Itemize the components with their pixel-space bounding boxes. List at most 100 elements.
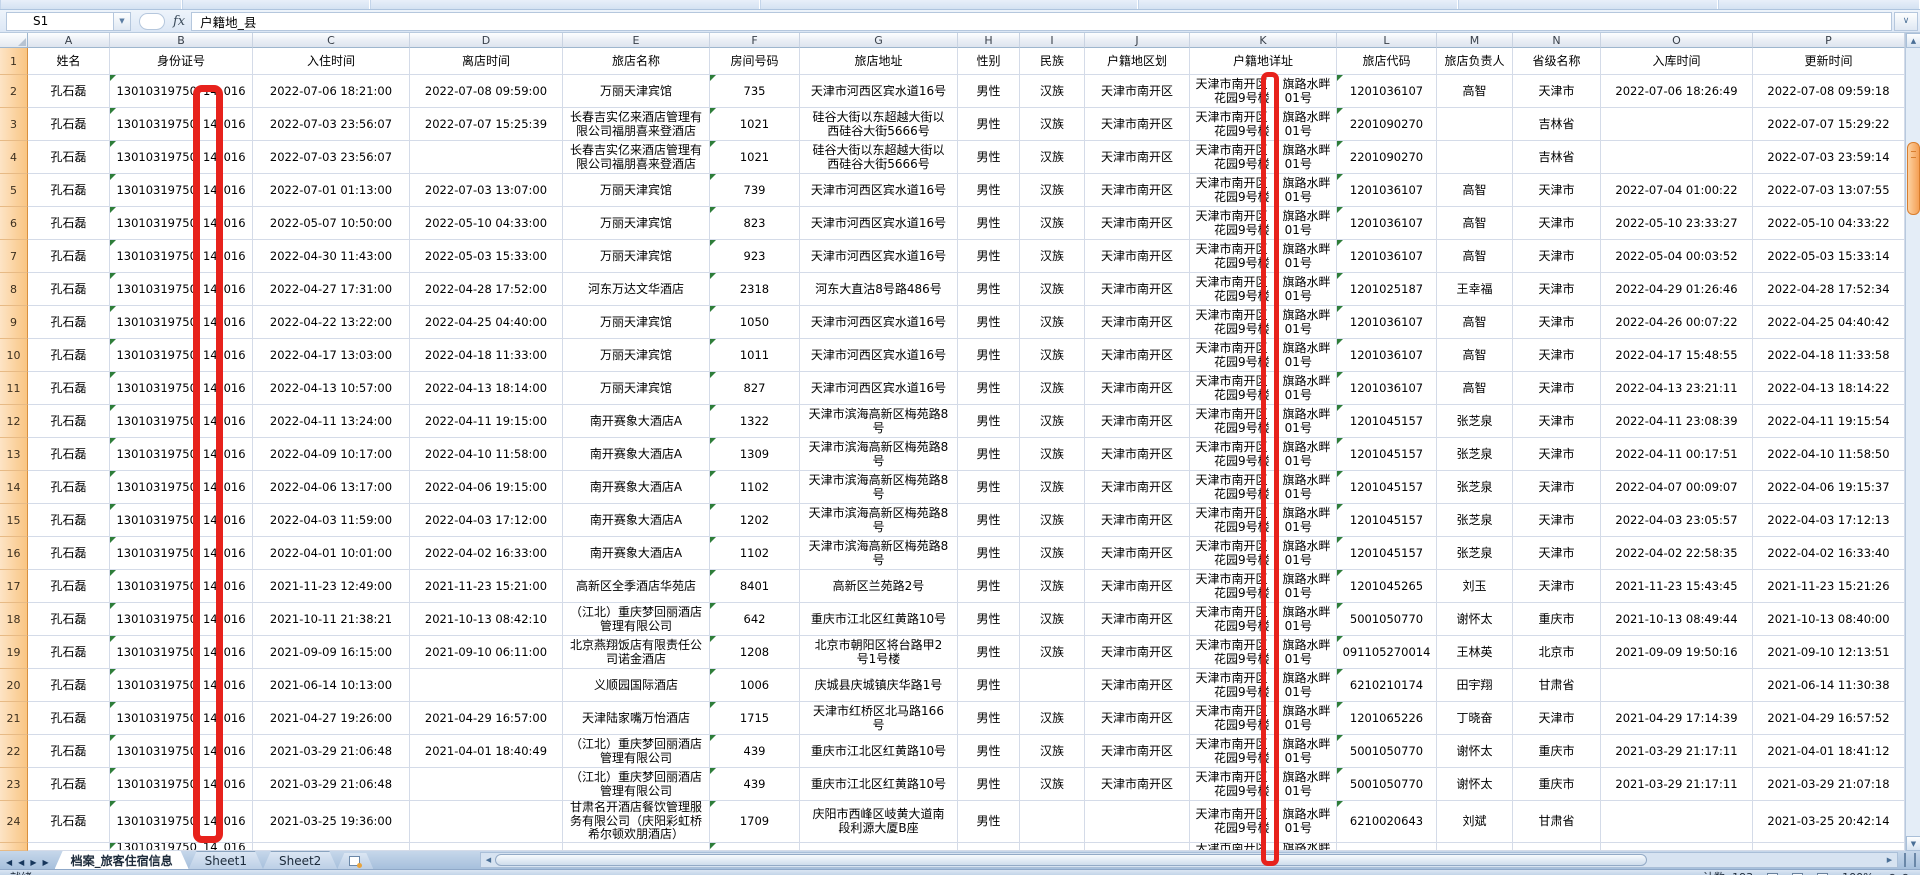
cell-C1[interactable]: 入住时间	[253, 48, 410, 75]
cell-A8[interactable]: 孔石磊	[28, 273, 110, 306]
cell-O3[interactable]	[1601, 108, 1753, 141]
cell-K3[interactable]: 天津市南开区 旗路水畔 花园9号楼 01号	[1190, 108, 1337, 141]
cell-J15[interactable]: 天津市南开区	[1085, 504, 1190, 537]
cell-M9[interactable]: 高智	[1437, 306, 1513, 339]
cell-I3[interactable]: 汉族	[1020, 108, 1085, 141]
cell-H2[interactable]: 男性	[958, 75, 1020, 108]
cell-A20[interactable]: 孔石磊	[28, 669, 110, 702]
cell-O12[interactable]: 2022-04-11 23:08:39	[1601, 405, 1753, 438]
cell-O17[interactable]: 2021-11-23 15:43:45	[1601, 570, 1753, 603]
cell-A2[interactable]: 孔石磊	[28, 75, 110, 108]
cell-G10[interactable]: 天津市河西区宾水道16号	[800, 339, 958, 372]
cell-G3[interactable]: 硅谷大街以东超越大街以 西硅谷大街5666号	[800, 108, 958, 141]
cell-K11[interactable]: 天津市南开区 旗路水畔 花园9号楼 01号	[1190, 372, 1337, 405]
cell-M3[interactable]	[1437, 108, 1513, 141]
cell-H8[interactable]: 男性	[958, 273, 1020, 306]
cell-E16[interactable]: 南开赛象大酒店A	[563, 537, 710, 570]
cell-P17[interactable]: 2021-11-23 15:21:26	[1753, 570, 1905, 603]
cell-B13[interactable]: 13010319750 14 016	[110, 438, 253, 471]
cell-F9[interactable]: 1050	[710, 306, 800, 339]
cell-A25[interactable]	[28, 843, 110, 851]
cell-G21[interactable]: 天津市红桥区北马路166 号	[800, 702, 958, 735]
cell-P7[interactable]: 2022-05-03 15:33:14	[1753, 240, 1905, 273]
cell-E23[interactable]: （江北）重庆梦回丽酒店 管理有限公司	[563, 768, 710, 801]
cell-M13[interactable]: 张芝泉	[1437, 438, 1513, 471]
cell-P24[interactable]: 2021-03-25 20:42:14	[1753, 801, 1905, 843]
cell-L6[interactable]: 1201036107	[1337, 207, 1437, 240]
cell-H18[interactable]: 男性	[958, 603, 1020, 636]
cell-B11[interactable]: 13010319750 14 016	[110, 372, 253, 405]
cell-H3[interactable]: 男性	[958, 108, 1020, 141]
cell-F6[interactable]: 823	[710, 207, 800, 240]
cell-K1[interactable]: 户籍地详址	[1190, 48, 1337, 75]
cell-B19[interactable]: 13010319750 14 016	[110, 636, 253, 669]
cell-A16[interactable]: 孔石磊	[28, 537, 110, 570]
cell-N20[interactable]: 甘肃省	[1513, 669, 1601, 702]
cell-G9[interactable]: 天津市河西区宾水道16号	[800, 306, 958, 339]
cell-J14[interactable]: 天津市南开区	[1085, 471, 1190, 504]
cell-H4[interactable]: 男性	[958, 141, 1020, 174]
cell-I5[interactable]: 汉族	[1020, 174, 1085, 207]
cell-N9[interactable]: 天津市	[1513, 306, 1601, 339]
row-header-23[interactable]: 23	[0, 768, 28, 801]
cell-C13[interactable]: 2022-04-09 10:17:00	[253, 438, 410, 471]
zoom-slider[interactable]: ⊖ ⊕	[1888, 870, 1910, 875]
page-layout-view-icon[interactable]	[1792, 873, 1804, 875]
cell-L22[interactable]: 5001050770	[1337, 735, 1437, 768]
cell-D8[interactable]: 2022-04-28 17:52:00	[410, 273, 563, 306]
cell-M4[interactable]	[1437, 141, 1513, 174]
cell-N18[interactable]: 重庆市	[1513, 603, 1601, 636]
cell-E21[interactable]: 天津陆家嘴万怡酒店	[563, 702, 710, 735]
cell-F8[interactable]: 2318	[710, 273, 800, 306]
row-header-13[interactable]: 13	[0, 438, 28, 471]
cell-H24[interactable]: 男性	[958, 801, 1020, 843]
cell-E12[interactable]: 南开赛象大酒店A	[563, 405, 710, 438]
cell-C16[interactable]: 2022-04-01 10:01:00	[253, 537, 410, 570]
cell-P15[interactable]: 2022-04-03 17:12:13	[1753, 504, 1905, 537]
cell-N5[interactable]: 天津市	[1513, 174, 1601, 207]
cell-H20[interactable]: 男性	[958, 669, 1020, 702]
cell-L11[interactable]: 1201036107	[1337, 372, 1437, 405]
cell-K24[interactable]: 天津市南开区 旗路水畔 花园9号楼 01号	[1190, 801, 1337, 843]
cell-E19[interactable]: 北京燕翔饭店有限责任公 司诺金酒店	[563, 636, 710, 669]
cell-O23[interactable]: 2021-03-29 21:17:11	[1601, 768, 1753, 801]
row-header-22[interactable]: 22	[0, 735, 28, 768]
cell-P14[interactable]: 2022-04-06 19:15:37	[1753, 471, 1905, 504]
cell-C10[interactable]: 2022-04-17 13:03:00	[253, 339, 410, 372]
cell-I7[interactable]: 汉族	[1020, 240, 1085, 273]
cell-N15[interactable]: 天津市	[1513, 504, 1601, 537]
cell-J13[interactable]: 天津市南开区	[1085, 438, 1190, 471]
cell-I22[interactable]: 汉族	[1020, 735, 1085, 768]
cell-M15[interactable]: 张芝泉	[1437, 504, 1513, 537]
cell-N3[interactable]: 吉林省	[1513, 108, 1601, 141]
row-header-19[interactable]: 19	[0, 636, 28, 669]
cell-P19[interactable]: 2021-09-10 12:13:51	[1753, 636, 1905, 669]
row-header-10[interactable]: 10	[0, 339, 28, 372]
cell-I19[interactable]: 汉族	[1020, 636, 1085, 669]
cell-G4[interactable]: 硅谷大街以东超越大街以 西硅谷大街5666号	[800, 141, 958, 174]
cell-G17[interactable]: 高新区兰苑路2号	[800, 570, 958, 603]
cell-K14[interactable]: 天津市南开区 旗路水畔 花园9号楼 01号	[1190, 471, 1337, 504]
cell-F3[interactable]: 1021	[710, 108, 800, 141]
cell-G2[interactable]: 天津市河西区宾水道16号	[800, 75, 958, 108]
cell-M18[interactable]: 谢怀太	[1437, 603, 1513, 636]
column-header-E[interactable]: E	[563, 33, 710, 48]
cell-C18[interactable]: 2021-10-11 21:38:21	[253, 603, 410, 636]
cell-D11[interactable]: 2022-04-13 18:14:00	[410, 372, 563, 405]
cell-J2[interactable]: 天津市南开区	[1085, 75, 1190, 108]
cell-M21[interactable]: 丁晓奋	[1437, 702, 1513, 735]
cell-C21[interactable]: 2021-04-27 19:26:00	[253, 702, 410, 735]
cell-O5[interactable]: 2022-07-04 01:00:22	[1601, 174, 1753, 207]
cell-B12[interactable]: 13010319750 14 016	[110, 405, 253, 438]
cell-F11[interactable]: 827	[710, 372, 800, 405]
row-header-5[interactable]: 5	[0, 174, 28, 207]
cell-P11[interactable]: 2022-04-13 18:14:22	[1753, 372, 1905, 405]
cell-P13[interactable]: 2022-04-10 11:58:50	[1753, 438, 1905, 471]
cell-M20[interactable]: 田宇翔	[1437, 669, 1513, 702]
cell-J4[interactable]: 天津市南开区	[1085, 141, 1190, 174]
scroll-up-icon[interactable]: ▲	[1906, 33, 1920, 48]
prev-sheet-icon[interactable]: ◀	[18, 858, 25, 867]
cell-B24[interactable]: 13010319750 14 016	[110, 801, 253, 843]
cell-A17[interactable]: 孔石磊	[28, 570, 110, 603]
cell-H15[interactable]: 男性	[958, 504, 1020, 537]
